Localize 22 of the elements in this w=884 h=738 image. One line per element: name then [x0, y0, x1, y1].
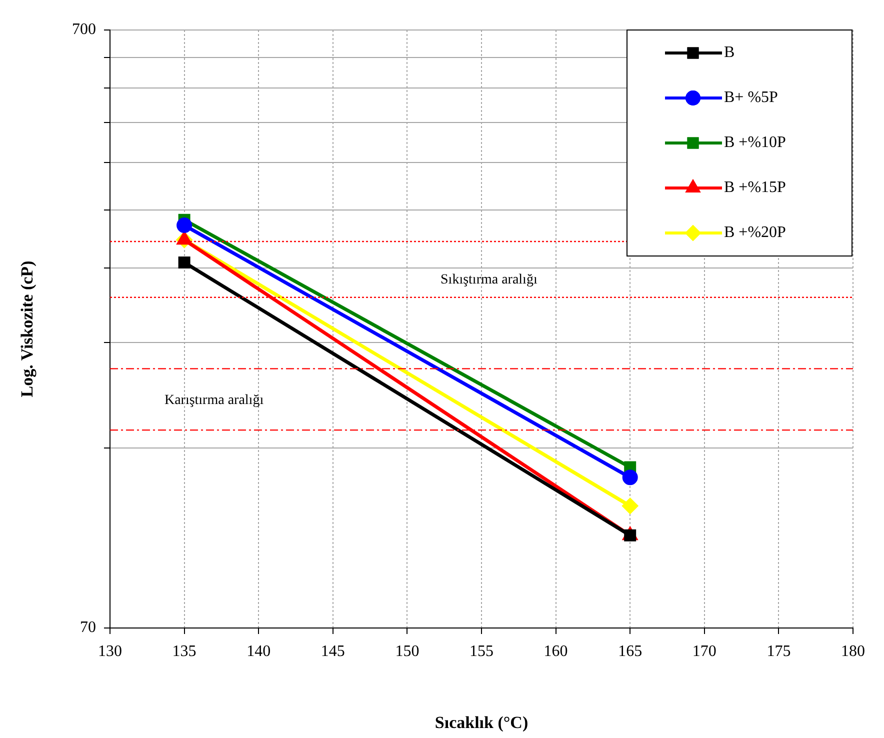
- legend-label: B +%15P: [724, 179, 786, 196]
- x-tick-label: 175: [766, 642, 791, 660]
- x-tick-label: 150: [395, 642, 420, 660]
- y-tick-label: 70: [80, 619, 96, 636]
- legend-label: B +%20P: [724, 224, 786, 242]
- legend-label: B: [724, 44, 735, 62]
- legend-label: B +%10P: [724, 134, 786, 152]
- y-tick-label: 700: [72, 21, 96, 38]
- annotation: Sıkıştırma aralığı: [440, 272, 538, 288]
- x-tick-label: 135: [172, 642, 196, 660]
- x-tick-label: 165: [618, 642, 642, 660]
- x-tick-label: 145: [320, 642, 345, 660]
- x-tick-label: 160: [544, 642, 568, 660]
- x-tick-label: 130: [98, 642, 122, 660]
- x-tick-label: 180: [841, 642, 865, 660]
- x-tick-label: 170: [692, 642, 716, 660]
- x-axis-title: Sıcaklık (°C): [434, 713, 528, 732]
- x-tick-label: 155: [470, 642, 494, 660]
- x-tick-label: 140: [246, 642, 271, 660]
- annotation: Karıştırma aralığı: [164, 392, 264, 408]
- y-axis-title: Log. Viskozite (cP): [18, 260, 37, 398]
- legend-label: B+ %5P: [724, 89, 778, 106]
